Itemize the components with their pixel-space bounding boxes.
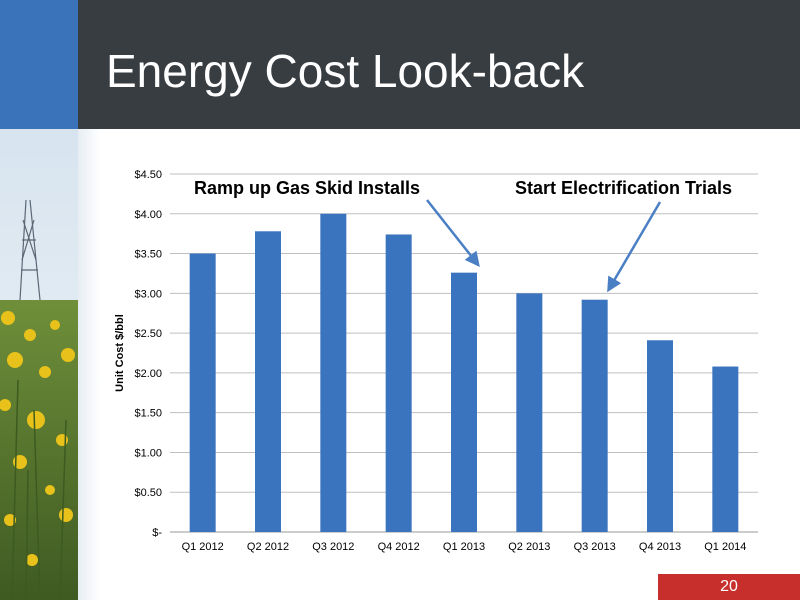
y-tick-label: $4.00 <box>134 209 162 221</box>
page-number: 20 <box>720 578 738 595</box>
y-tick-label: $0.50 <box>134 487 162 499</box>
annotation-electrification: Start Electrification Trials <box>515 178 732 198</box>
x-tick-label: Q3 2012 <box>312 541 354 553</box>
oil-rig-icon <box>19 199 41 301</box>
content-edge-gradient <box>78 129 100 600</box>
y-tick-label: $4.50 <box>134 169 162 181</box>
page-number-badge: 20 <box>658 574 800 600</box>
x-tick-label: Q1 2012 <box>182 541 224 553</box>
oil-rig-field-illustration <box>0 129 78 600</box>
x-axis-ticks: Q1 2012 Q2 2012 Q3 2012 Q4 2012 Q1 2013 Q2 20… <box>182 541 747 553</box>
slide-title: Energy Cost Look-back <box>106 45 585 97</box>
slide-header: Energy Cost Look-back <box>78 0 800 129</box>
annotation-arrow-gas-skid <box>426 199 480 268</box>
bar <box>647 340 673 532</box>
x-tick-label: Q2 2013 <box>508 541 550 553</box>
x-tick-label: Q2 2012 <box>247 541 289 553</box>
bars <box>189 213 739 533</box>
x-tick-label: Q4 2013 <box>639 541 681 553</box>
annotation-gas-skid: Ramp up Gas Skid Installs <box>194 178 420 198</box>
x-tick-label: Q4 2012 <box>378 541 420 553</box>
bar <box>451 272 477 532</box>
bar <box>255 231 281 532</box>
bar <box>385 234 412 532</box>
y-tick-label: $1.00 <box>134 447 162 459</box>
decorative-side-photo <box>0 0 78 600</box>
x-tick-label: Q1 2014 <box>704 541 746 553</box>
y-tick-label: $3.50 <box>134 249 162 261</box>
x-tick-label: Q3 2013 <box>574 541 616 553</box>
bar <box>516 293 543 532</box>
y-tick-label: $1.50 <box>134 408 162 420</box>
y-tick-label: $- <box>152 527 162 539</box>
annotations: Ramp up Gas Skid Installs Start Electrif… <box>194 178 732 293</box>
annotation-arrow-electrification <box>607 201 662 293</box>
y-tick-label: $2.00 <box>134 368 162 380</box>
y-tick-label: $2.50 <box>134 328 162 340</box>
grass-decoration <box>11 379 67 600</box>
y-tick-label: $3.00 <box>134 288 162 300</box>
bar <box>189 253 216 533</box>
y-axis-title: Unit Cost $/bbl <box>114 314 126 392</box>
bar <box>712 366 739 532</box>
y-axis-ticks: $- $0.50 $1.00 $1.50 $2.00 $2.50 $3.00 $3.50 $4.… <box>134 169 162 539</box>
x-tick-label: Q1 2013 <box>443 541 485 553</box>
bar <box>320 213 347 532</box>
bar <box>581 299 608 532</box>
